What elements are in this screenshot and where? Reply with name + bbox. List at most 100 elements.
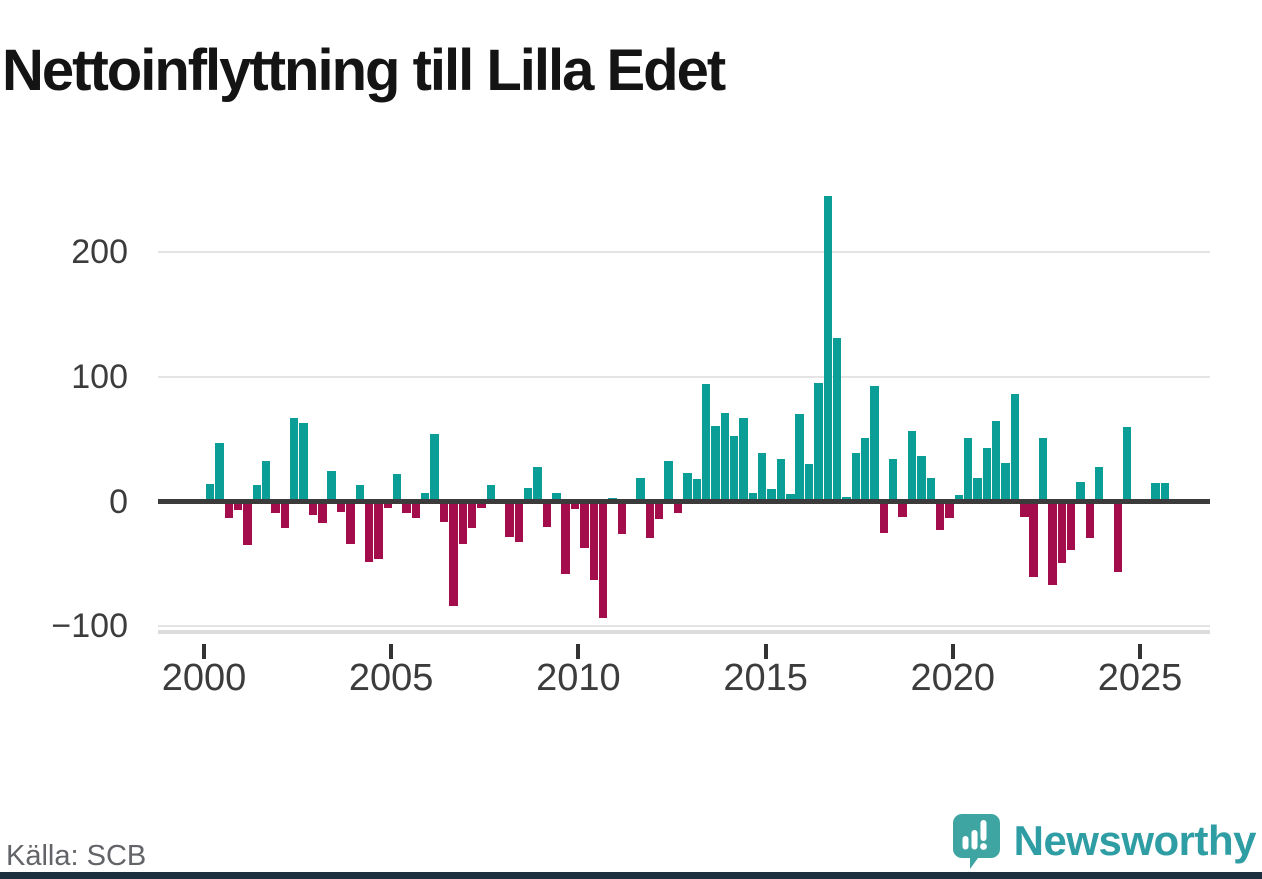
bar-2020-Q1 xyxy=(954,495,963,502)
bar-2025-Q3 xyxy=(1160,482,1169,502)
bar-2003-Q4 xyxy=(346,501,355,545)
bar-2002-Q2 xyxy=(290,418,299,502)
bar-2024-Q2 xyxy=(1113,501,1123,572)
bar-2003-Q1 xyxy=(318,501,327,523)
xtick-label-2005: 2005 xyxy=(348,657,434,699)
bar-2018-Q3 xyxy=(898,501,907,517)
bar-2008-Q1 xyxy=(505,501,514,537)
bar-2023-Q3 xyxy=(1085,501,1095,538)
bar-2002-Q1 xyxy=(280,501,290,528)
source-label: Källa: SCB xyxy=(6,840,147,872)
bar-2004-Q4 xyxy=(383,501,393,508)
xtick-label-2010: 2010 xyxy=(536,657,621,699)
bar-2016-Q3 xyxy=(823,196,832,502)
gridline-100 xyxy=(158,376,1210,378)
x-axis-line xyxy=(158,630,1210,634)
gridline-200 xyxy=(158,251,1210,254)
bar-2002-Q4 xyxy=(308,501,318,516)
bar-2024-Q3 xyxy=(1123,426,1132,502)
bar-2000-Q3 xyxy=(224,501,233,518)
bar-2001-Q4 xyxy=(271,501,280,513)
bar-2019-Q2 xyxy=(926,478,935,502)
xtick-label-2025: 2025 xyxy=(1097,657,1183,699)
bar-2019-Q1 xyxy=(917,455,926,502)
bar-2001-Q1 xyxy=(243,501,252,546)
bar-2013-Q1 xyxy=(692,479,701,502)
bar-2012-Q1 xyxy=(655,501,664,520)
bar-2018-Q4 xyxy=(907,430,917,502)
bar-2018-Q1 xyxy=(879,501,889,533)
bar-2016-Q1 xyxy=(804,464,814,502)
bar-2011-Q1 xyxy=(617,501,627,535)
ytick-label-0: 0 xyxy=(109,482,128,521)
bar-2007-Q2 xyxy=(477,501,486,508)
bar-2010-Q2 xyxy=(589,501,598,581)
bar-2015-Q2 xyxy=(776,459,786,502)
bar-2019-Q3 xyxy=(935,501,945,531)
bar-2025-Q2 xyxy=(1151,482,1160,502)
bar-2007-Q3 xyxy=(486,485,495,502)
xtick-label-2020: 2020 xyxy=(910,657,996,699)
bar-2005-Q4 xyxy=(421,492,430,502)
ytick-label-200: 200 xyxy=(71,233,128,272)
bar-2011-Q3 xyxy=(636,478,645,502)
bar-2006-Q4 xyxy=(458,501,467,545)
bar-2010-Q1 xyxy=(580,501,589,548)
newsworthy-branding: Newsworthy xyxy=(952,810,1257,872)
bar-2012-Q3 xyxy=(673,501,683,513)
newsworthy-logo-icon xyxy=(952,814,1000,869)
bar-2013-Q3 xyxy=(711,425,720,502)
xtick-2020 xyxy=(950,644,955,659)
bar-2022-Q1 xyxy=(1029,501,1038,577)
bar-2020-Q3 xyxy=(973,478,982,502)
bar-2006-Q3 xyxy=(449,501,458,607)
bar-2012-Q2 xyxy=(664,460,673,502)
bar-2008-Q3 xyxy=(524,487,533,502)
bar-2008-Q4 xyxy=(533,466,542,502)
bar-2002-Q3 xyxy=(299,423,308,502)
bottom-accent-bar xyxy=(0,872,1262,879)
gridline--100 xyxy=(158,625,1210,628)
bar-2003-Q3 xyxy=(336,501,346,512)
newsworthy-wordmark: Newsworthy xyxy=(1013,817,1257,864)
bar-2014-Q2 xyxy=(739,418,748,502)
bar-2023-Q1 xyxy=(1066,501,1076,551)
bar-2017-Q4 xyxy=(870,385,879,502)
bar-2022-Q3 xyxy=(1048,501,1057,586)
zero-line xyxy=(158,499,1210,505)
bar-2020-Q2 xyxy=(963,438,973,502)
bar-2013-Q4 xyxy=(720,413,729,502)
bar-2000-Q1 xyxy=(205,484,215,502)
bar-2014-Q4 xyxy=(758,453,767,502)
bar-2009-Q2 xyxy=(552,492,561,502)
bar-2001-Q2 xyxy=(252,485,261,502)
bar-2016-Q2 xyxy=(814,383,823,502)
bar-2005-Q2 xyxy=(402,501,411,513)
bar-2001-Q3 xyxy=(261,460,271,502)
bar-2011-Q4 xyxy=(645,501,655,538)
xtick-2000 xyxy=(202,644,206,659)
xtick-label-2015: 2015 xyxy=(723,657,808,699)
xtick-2025 xyxy=(1138,644,1142,659)
bar-2013-Q2 xyxy=(701,384,711,502)
bar-2021-Q2 xyxy=(1001,463,1010,502)
bar-2003-Q2 xyxy=(327,470,336,502)
bar-2012-Q4 xyxy=(683,473,692,502)
bar-2005-Q3 xyxy=(411,501,421,518)
bar-2004-Q1 xyxy=(355,485,364,502)
ytick-label-100: 100 xyxy=(71,358,128,396)
bar-2004-Q2 xyxy=(364,501,374,562)
bar-2009-Q1 xyxy=(542,501,552,527)
bar-2008-Q2 xyxy=(514,501,524,542)
bar-2007-Q1 xyxy=(467,501,477,528)
bar-2021-Q4 xyxy=(1020,501,1029,517)
bar-2009-Q4 xyxy=(570,501,580,510)
bar-2022-Q4 xyxy=(1057,501,1066,563)
bar-2004-Q3 xyxy=(374,501,383,560)
bar-2015-Q1 xyxy=(767,489,776,502)
bar-2014-Q3 xyxy=(748,492,758,502)
bar-2000-Q4 xyxy=(233,501,243,511)
bar-2005-Q1 xyxy=(393,474,402,502)
bar-2006-Q2 xyxy=(439,501,449,522)
